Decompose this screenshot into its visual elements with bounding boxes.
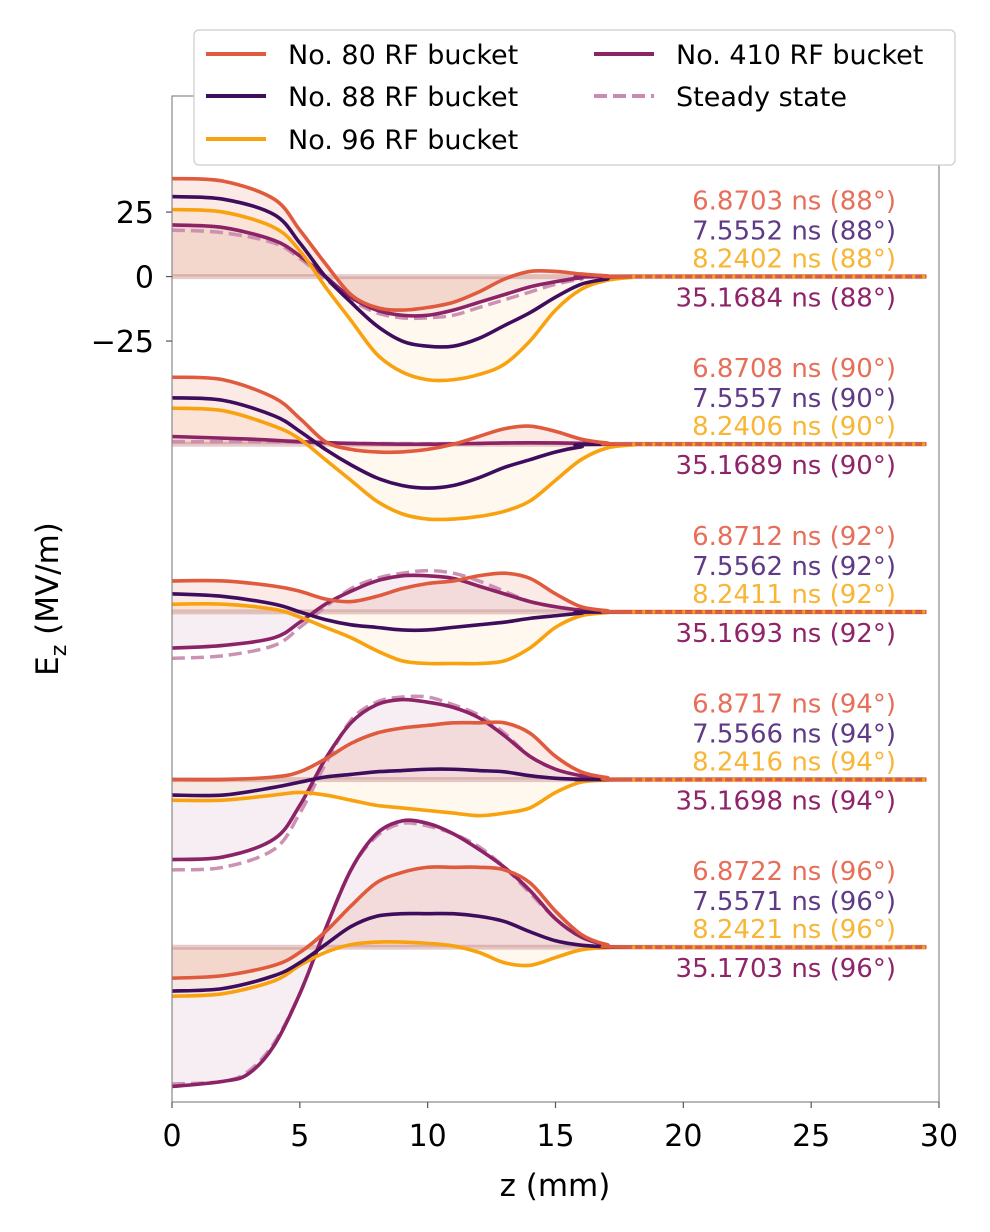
time-label-panel-2-1: 6.8708 ns (90°) <box>692 354 896 384</box>
time-annotations: 6.8703 ns (88°)7.5552 ns (88°)8.2402 ns … <box>676 187 896 985</box>
y-axis-label-subscript: z <box>47 645 72 657</box>
legend-label-bucket410: No. 410 RF bucket <box>676 40 923 71</box>
line-bucket80-panel-2 <box>171 375 927 455</box>
line-bucket80-panel-3 <box>171 571 927 614</box>
time-label-panel-3-1: 6.8712 ns (92°) <box>692 522 896 552</box>
y-axis-label-unit: (MV/m) <box>30 522 66 645</box>
legend-label-bucket88: No. 88 RF bucket <box>288 82 518 113</box>
x-tick-label-0: 0 <box>162 1119 181 1154</box>
x-tick-label-10: 10 <box>409 1119 447 1154</box>
fill-bucket80-panel-5 <box>172 867 927 979</box>
x-axis: 0 5 10 15 20 25 30 <box>162 1102 958 1154</box>
fill-bucket80-panel-1 <box>172 178 927 311</box>
legend-label-bucket80: No. 80 RF bucket <box>288 40 518 71</box>
fill-bucket96-panel-2 <box>172 408 927 520</box>
y-tick-label-1: 0 <box>135 261 154 296</box>
fill-bucket410-panel-2 <box>172 436 927 445</box>
fill-bucket96-panel-3 <box>172 604 927 664</box>
line-bucket88-panel-2 <box>171 396 927 490</box>
legend-label-bucket96: No. 96 RF bucket <box>288 125 518 156</box>
time-label-panel-2-2: 7.5557 ns (90°) <box>692 384 896 414</box>
time-label-panel-5-2: 7.5571 ns (96°) <box>692 887 896 917</box>
time-label-panel-4-4: 35.1698 ns (94°) <box>676 787 896 817</box>
time-label-panel-4-2: 7.5566 ns (94°) <box>692 720 896 750</box>
x-tick-label-30: 30 <box>920 1119 958 1154</box>
x-tick-label-25: 25 <box>792 1119 830 1154</box>
fill-bucket96-panel-4 <box>172 779 927 816</box>
line-bucket80-panel-5 <box>171 865 927 980</box>
fill-bucket96-panel-1 <box>172 209 927 380</box>
time-label-panel-4-3: 8.2416 ns (94°) <box>692 748 896 778</box>
time-label-panel-1-1: 6.8703 ns (88°) <box>692 187 896 217</box>
y-axis-label: Ez (MV/m) <box>30 522 72 676</box>
fill-bucket410-panel-5 <box>172 820 927 1087</box>
line-bucket80-panel-4 <box>171 720 927 782</box>
line-bucket88-panel-3 <box>171 592 927 633</box>
legend: No. 80 RF bucket No. 88 RF bucket No. 96 R… <box>193 29 956 166</box>
fill-bucket96-panel-5 <box>172 942 927 997</box>
x-tick-label-20: 20 <box>664 1119 702 1154</box>
fill-bucket80-panel-3 <box>172 573 927 612</box>
fill-bucket410-panel-1 <box>172 224 927 316</box>
line-bucket410-panel-1 <box>171 223 927 318</box>
line-bucket88-panel-4 <box>171 767 927 798</box>
y-tick-label-0: 25 <box>116 196 154 231</box>
time-label-panel-5-4: 35.1703 ns (96°) <box>676 954 896 984</box>
y-tick-label-2: −25 <box>91 325 154 360</box>
x-tick-label-15: 15 <box>536 1119 574 1154</box>
y-axis: 25 0 −25 <box>91 196 172 360</box>
time-label-panel-1-4: 35.1684 ns (88°) <box>676 284 896 314</box>
time-label-panel-2-4: 35.1689 ns (90°) <box>676 451 896 481</box>
series-curves <box>171 176 927 1089</box>
time-label-panel-5-1: 6.8722 ns (96°) <box>692 857 896 887</box>
time-label-panel-2-3: 8.2406 ns (90°) <box>692 412 896 442</box>
time-label-panel-3-4: 35.1693 ns (92°) <box>676 619 896 649</box>
time-label-panel-5-3: 8.2421 ns (96°) <box>692 915 896 945</box>
fill-bucket410-panel-3 <box>172 575 927 649</box>
time-label-panel-3-3: 8.2411 ns (92°) <box>692 580 896 610</box>
legend-label-steady: Steady state <box>676 82 847 113</box>
line-bucket88-panel-1 <box>171 194 927 349</box>
y-axis-label-main: E <box>30 656 66 676</box>
x-tick-label-5: 5 <box>290 1119 309 1154</box>
time-label-panel-4-1: 6.8717 ns (94°) <box>692 690 896 720</box>
time-label-panel-1-3: 8.2402 ns (88°) <box>692 245 896 275</box>
time-label-panel-3-2: 7.5562 ns (92°) <box>692 552 896 582</box>
fill-bucket80-panel-2 <box>172 377 927 452</box>
time-label-panel-1-2: 7.5552 ns (88°) <box>692 217 896 247</box>
legend-frame <box>193 29 956 166</box>
x-axis-label: z (mm) <box>500 1168 611 1204</box>
line-bucket80-panel-1 <box>171 176 927 312</box>
